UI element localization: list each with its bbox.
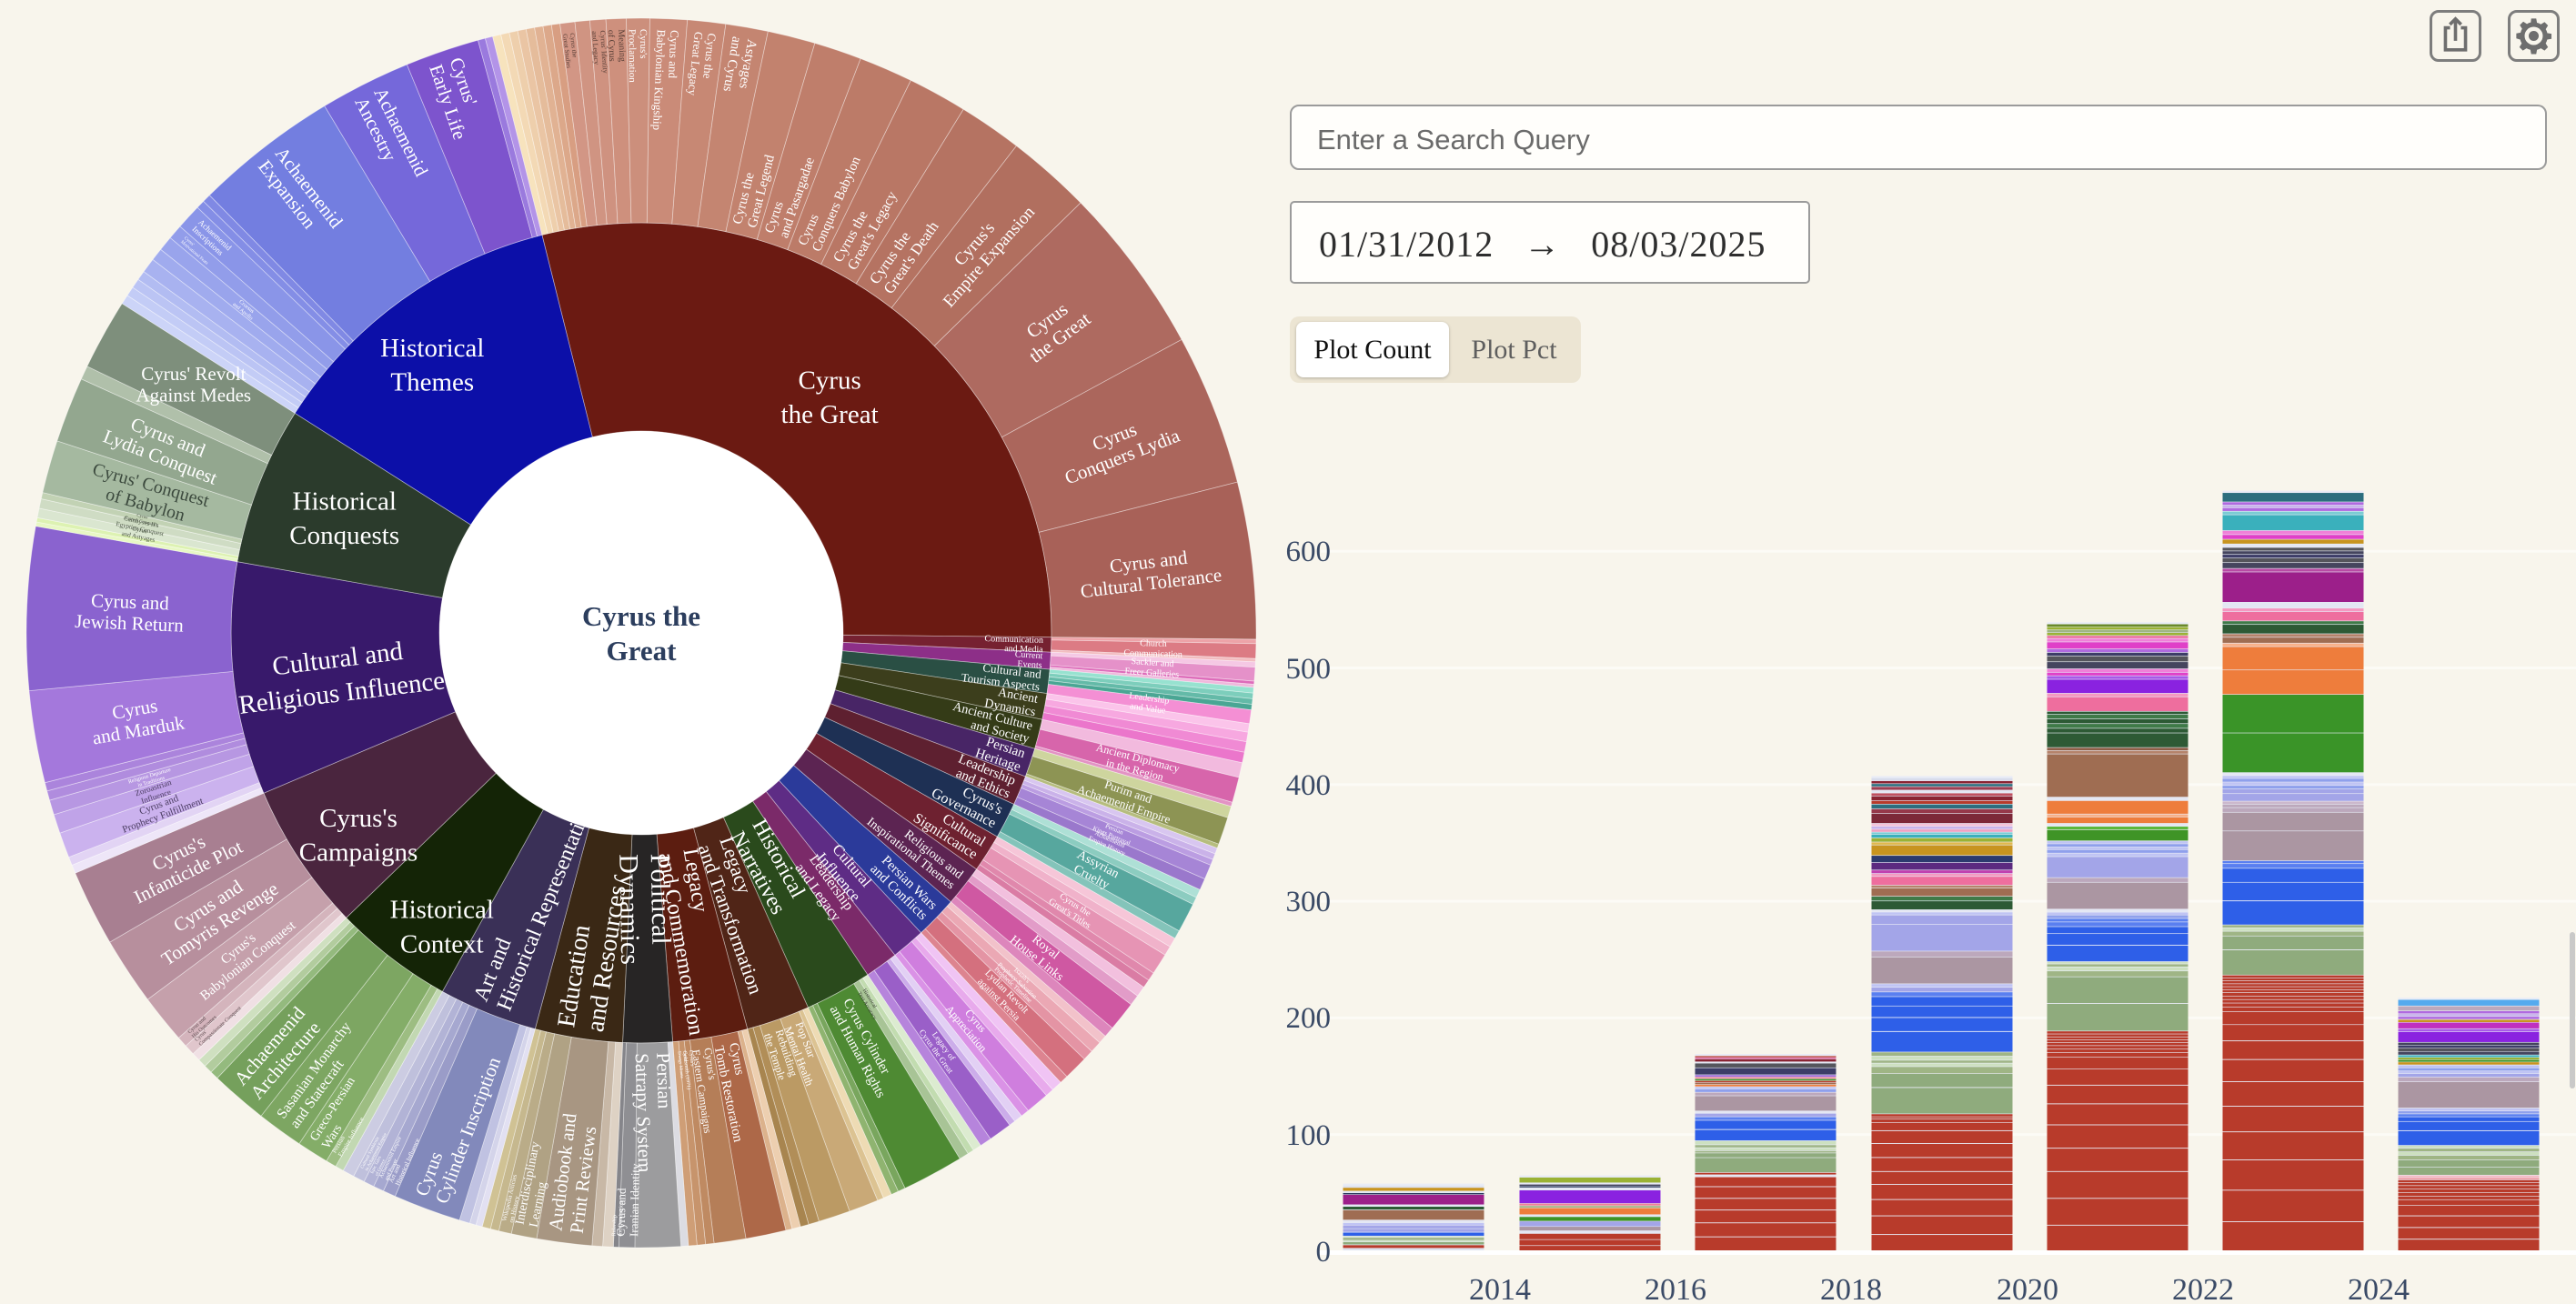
svg-text:2014: 2014 [1469,1273,1531,1304]
svg-text:Meaningof Cyrus: Meaningof Cyrus [606,29,628,62]
svg-text:Cyrus'sGoldsmith (1971): Cyrus'sGoldsmith (1971) [681,1050,697,1090]
svg-text:2024: 2024 [2348,1273,2410,1304]
svg-text:Communicationand Media: Communicationand Media [984,634,1044,655]
svg-text:Cyrus andBabylonian Kingship: Cyrus andBabylonian Kingship [650,29,681,131]
svg-text:Cyrus' Identityand Legacy: Cyrus' Identityand Legacy [590,30,609,75]
svg-text:Cyrus theGreat Legacy: Cyrus theGreat Legacy [685,31,719,98]
svg-text:2020: 2020 [1997,1273,2058,1304]
svg-text:Astyagesand Cyrus: Astyagesand Cyrus [719,35,759,95]
svg-text:ChurchCommunication: ChurchCommunication [1123,638,1182,660]
svg-text:Cyrus andJewish Return: Cyrus andJewish Return [75,588,186,636]
svg-text:300: 300 [1286,886,1332,918]
svg-text:Leadershipand Value: Leadershipand Value [1127,691,1170,717]
svg-text:Cyrus'sProclamation: Cyrus'sProclamation [627,29,649,83]
svg-text:Cyrus andIranian Identity: Cyrus andIranian Identity [614,1162,642,1237]
svg-text:AssyrianCruelty: AssyrianCruelty [1068,848,1121,894]
svg-text:Rulershipand Domination: Rulershipand Domination [612,1200,625,1236]
svg-text:CyrusEnergy Minute: CyrusEnergy Minute [677,1050,689,1079]
svg-text:2016: 2016 [1645,1273,1706,1304]
svg-text:400: 400 [1286,769,1332,802]
svg-text:2018: 2018 [1820,1273,1882,1304]
svg-text:AncientDynamics: AncientDynamics [983,684,1039,719]
svg-text:200: 200 [1286,1002,1332,1035]
svg-text:500: 500 [1286,653,1332,686]
svg-text:Cyrusthe Great: Cyrusthe Great [781,366,879,430]
svg-text:PersianSatrapy System: PersianSatrapy System [631,1052,678,1173]
svg-text:0: 0 [1316,1236,1332,1269]
svg-text:Cyrus the: Cyrus the [582,600,700,632]
svg-text:CurrentEvents: CurrentEvents [1014,649,1043,670]
svg-text:Sackler andFreer Galleries: Sackler andFreer Galleries [1124,657,1180,680]
svg-text:InterdisciplinaryLearning: InterdisciplinaryLearning [513,1140,557,1229]
svg-text:Great: Great [607,635,678,667]
svg-text:PoliticalDynamics: PoliticalDynamics [613,853,676,965]
svg-text:600: 600 [1286,536,1332,568]
svg-text:2022: 2022 [2172,1273,2234,1304]
svg-text:100: 100 [1286,1119,1332,1152]
